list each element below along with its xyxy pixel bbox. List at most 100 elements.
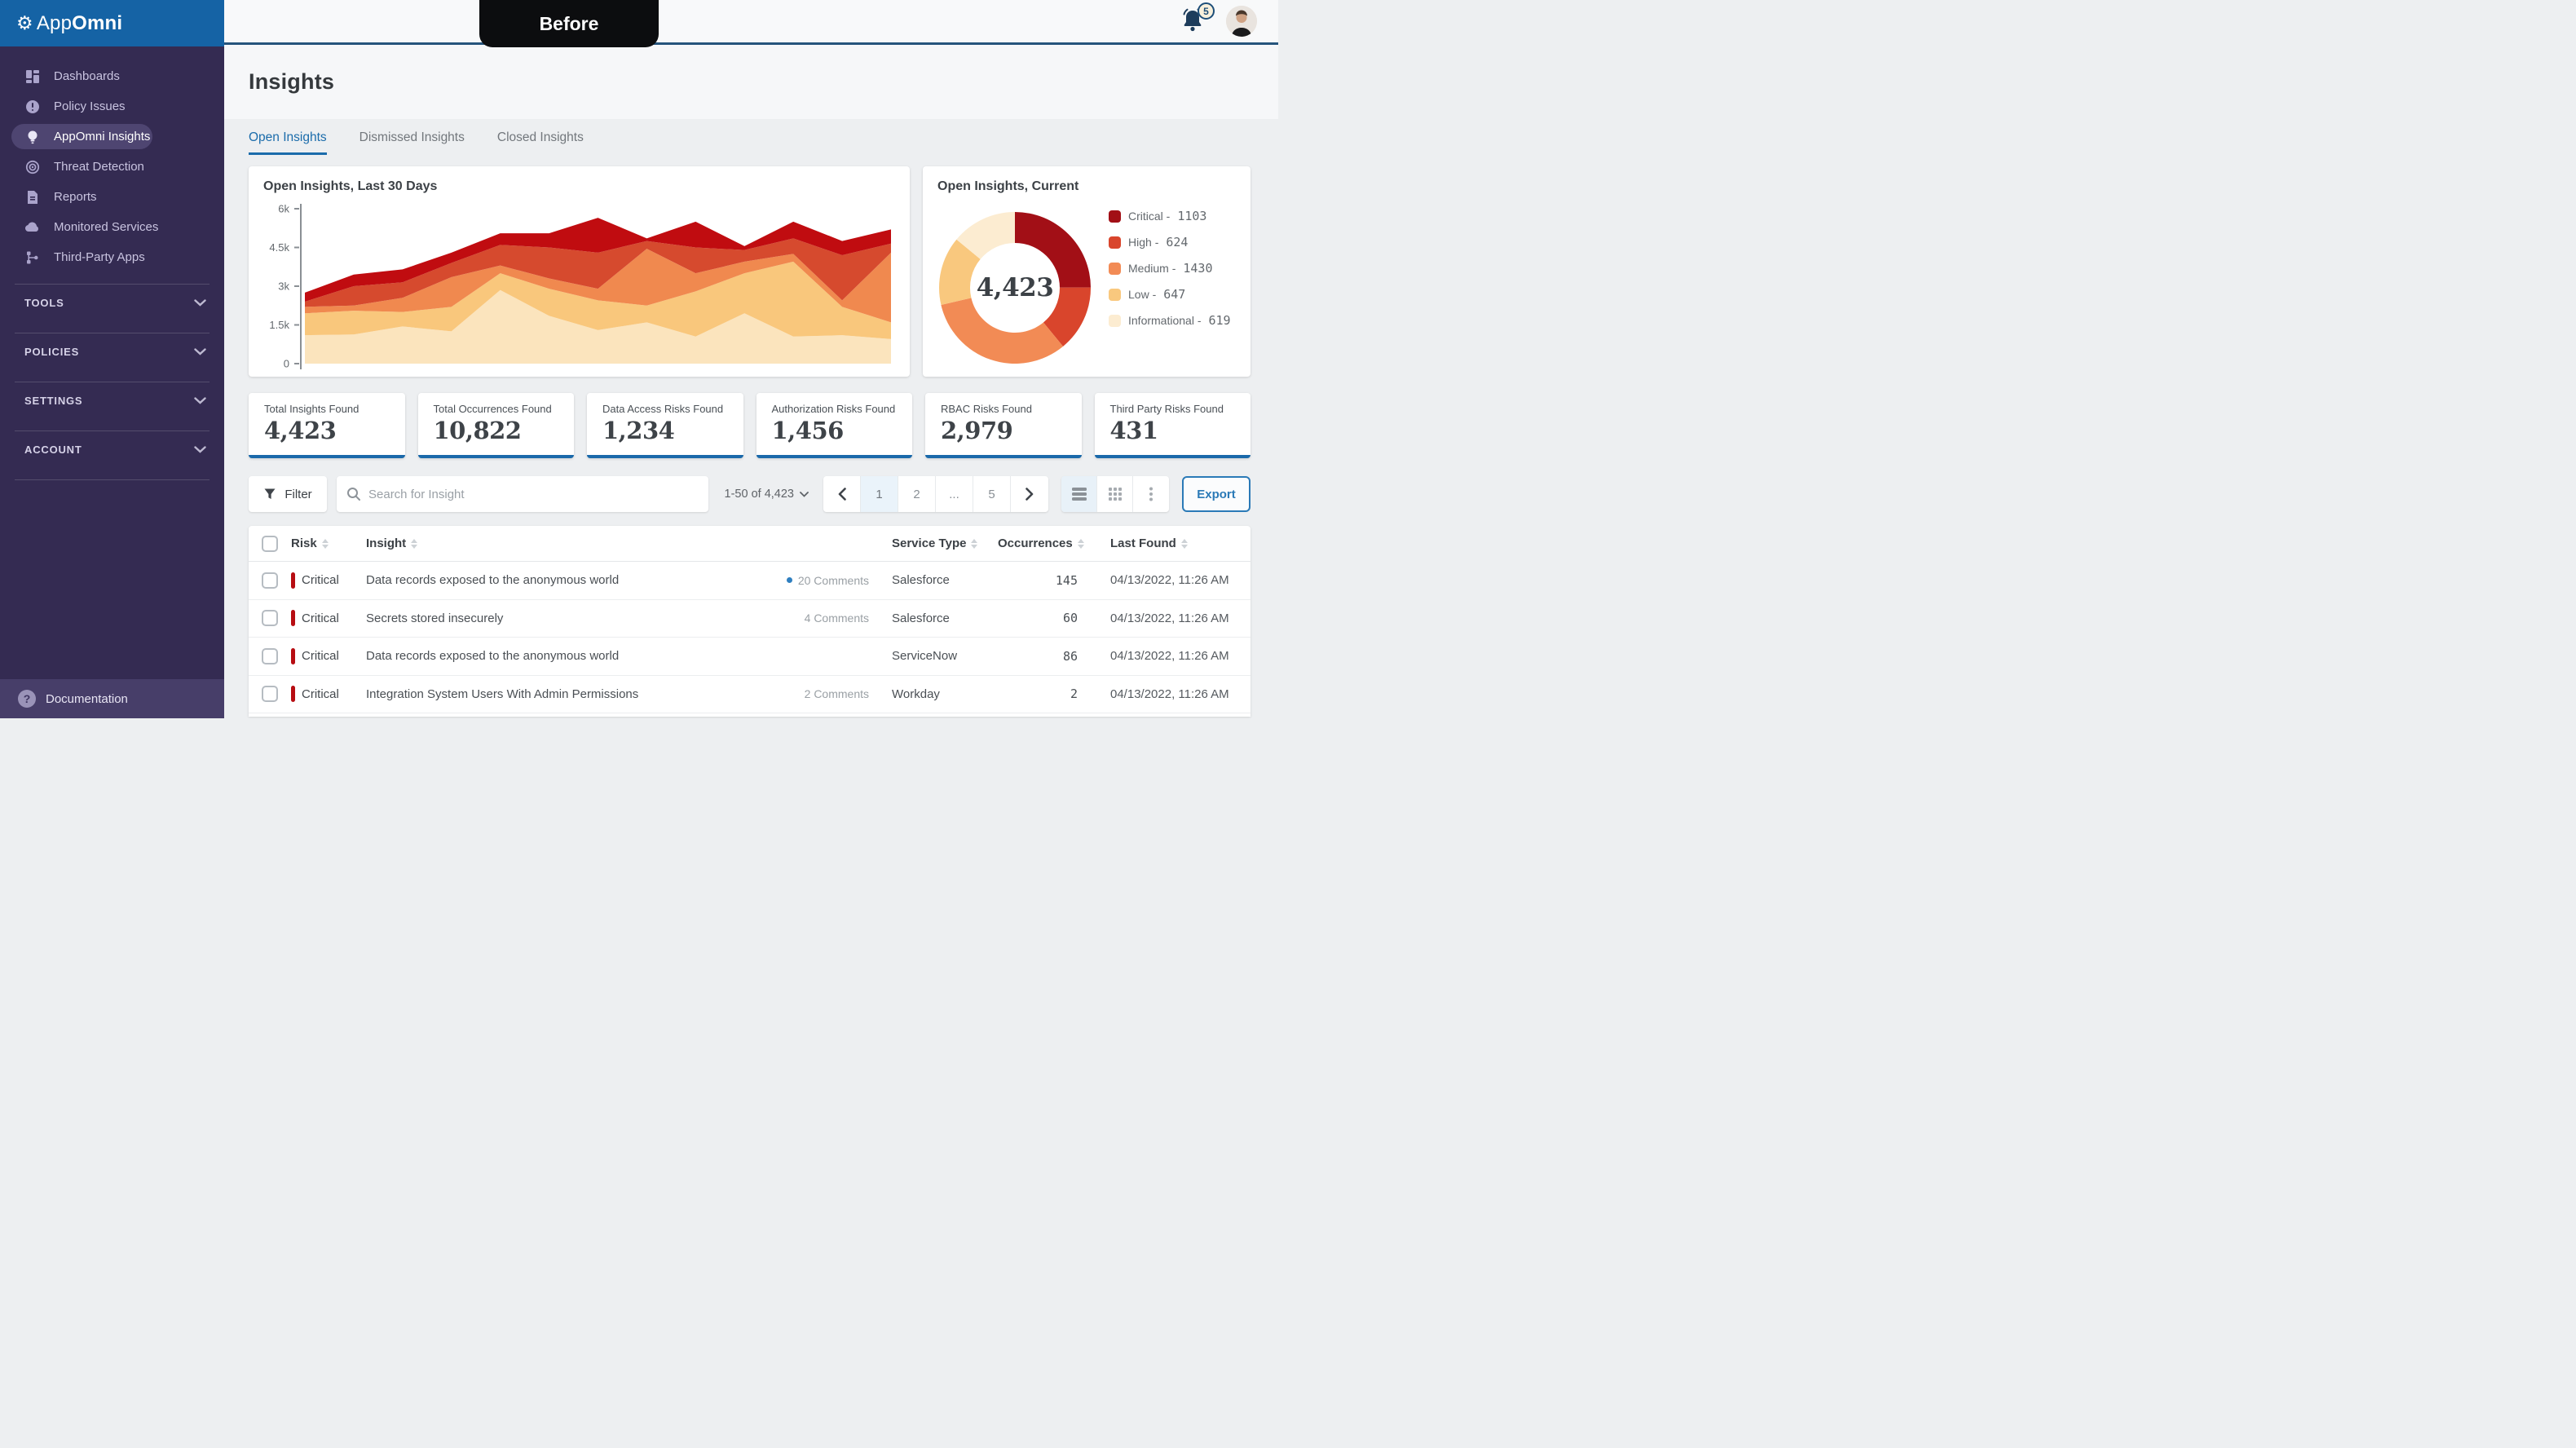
svg-text:1.5k: 1.5k [269, 319, 289, 331]
sidebar-section-policies[interactable]: POLICIES [0, 333, 224, 370]
sidebar-item-reports[interactable]: Reports [0, 182, 224, 212]
documentation-link[interactable]: ? Documentation [0, 679, 224, 718]
sidebar-section-settings[interactable]: SETTINGS [0, 382, 224, 419]
tab-open-insights[interactable]: Open Insights [249, 130, 327, 155]
page-button-5[interactable]: 5 [973, 476, 1011, 512]
stat-label: Total Occurrences Found [433, 403, 552, 415]
brand-prefix: App [36, 11, 73, 34]
row-checkbox[interactable] [262, 686, 278, 703]
before-mode-badge: Before [479, 0, 659, 47]
stat-value: 10,822 [433, 417, 522, 444]
legend-chip-critical [1109, 210, 1121, 223]
table-row[interactable]: Critical Data records exposed to the ano… [249, 638, 1251, 676]
appomni-logo[interactable]: ⚙ App Omni [0, 0, 224, 46]
rows-range-dropdown[interactable]: 1-50 of 4,423 [725, 488, 809, 501]
stacked-area-chart: 0 1.5k 3k 4.5k 6k [269, 203, 891, 370]
table-row[interactable]: Critical Data records exposed to the ano… [249, 562, 1251, 600]
stat-label: Authorization Risks Found [771, 403, 896, 415]
charts-row: Open Insights, Last 30 Days 0 1.5k 3k 4.5k 6… [249, 166, 1251, 377]
table-toolbar: Filter 1-50 of 4,423 1 2 ... [249, 476, 1251, 512]
page-button-2[interactable]: 2 [898, 476, 936, 512]
alert-octagon-icon [24, 99, 41, 115]
row-checkbox[interactable] [262, 572, 278, 589]
avatar[interactable] [1226, 6, 1257, 37]
sort-icon [1180, 538, 1188, 549]
critical-risk-bar [291, 686, 295, 703]
sidebar-item-label: AppOmni Insights [54, 130, 151, 143]
chevron-left-icon [838, 488, 846, 501]
unread-dot [786, 577, 792, 584]
column-header-service-type[interactable]: Service Type [892, 536, 998, 550]
risk-cell: Critical [291, 686, 363, 703]
section-label: ACCOUNT [24, 444, 82, 456]
filter-button[interactable]: Filter [249, 476, 327, 512]
legend-value: 619 [1208, 313, 1231, 328]
stat-label: RBAC Risks Found [941, 403, 1032, 415]
service-type-cell: Workday [892, 686, 940, 701]
notifications-button[interactable]: 5 [1180, 2, 1215, 35]
page-button-1[interactable]: 1 [861, 476, 898, 512]
sidebar-section-account[interactable]: ACCOUNT [0, 431, 224, 468]
sidebar-item-dashboards[interactable]: Dashboards [0, 61, 224, 91]
gear-logo-icon: ⚙ [16, 12, 33, 33]
sidebar-divider [15, 284, 210, 285]
svg-text:4.5k: 4.5k [269, 241, 289, 254]
legend-chip-medium [1109, 262, 1121, 275]
list-view-button[interactable] [1061, 476, 1097, 512]
grid-view-button[interactable] [1097, 476, 1133, 512]
area-chart-card: Open Insights, Last 30 Days 0 1.5k 3k 4.5k 6… [249, 166, 910, 377]
legend-value: 1103 [1177, 209, 1207, 223]
tab-closed-insights[interactable]: Closed Insights [496, 130, 584, 144]
brand-suffix: Omni [72, 11, 123, 34]
sort-icon [411, 538, 418, 549]
risk-cell: Critical [291, 572, 363, 589]
table-row[interactable]: Critical Integration System Users With A… [249, 676, 1251, 713]
column-header-insight[interactable]: Insight [363, 536, 770, 550]
kebab-menu-icon [1149, 487, 1153, 501]
stat-rbac-risks: RBAC Risks Found 2,979 [925, 393, 1082, 458]
comments-link[interactable]: 20 Comments [770, 574, 892, 587]
section-label: SETTINGS [24, 395, 83, 407]
insight-link[interactable]: Data records exposed to the anonymous wo… [366, 573, 620, 588]
comments-link[interactable]: 4 Comments [804, 611, 869, 625]
table-row[interactable]: Critical Secrets stored insecurely 4 Com… [249, 600, 1251, 638]
legend-label: High - [1128, 236, 1159, 249]
next-page-button[interactable] [1011, 476, 1048, 512]
column-header-occurrences[interactable]: Occurrences [998, 536, 1096, 550]
legend-item-medium: Medium - 1430 [1109, 261, 1231, 276]
section-label: TOOLS [24, 297, 64, 309]
insight-link[interactable]: Integration System Users With Admin Perm… [366, 686, 639, 701]
select-all-checkbox[interactable] [262, 535, 278, 552]
search-icon [347, 488, 360, 501]
row-checkbox[interactable] [262, 647, 278, 664]
export-button[interactable]: Export [1182, 476, 1251, 512]
occurrences-cell: 145 [1055, 572, 1078, 588]
app-root: ⚙ App Omni Dashboards Policy Issues AppOmn… [0, 0, 1278, 718]
sidebar-item-third-party-apps[interactable]: Third-Party Apps [0, 242, 224, 272]
donut-center-total: 4,423 [976, 273, 1054, 302]
sidebar-item-policy-issues[interactable]: Policy Issues [0, 91, 224, 121]
chevron-down-icon [194, 397, 206, 404]
sidebar-item-label: Dashboards [54, 69, 120, 83]
row-checkbox[interactable] [262, 610, 278, 627]
legend-item-high: High - 624 [1109, 235, 1231, 249]
sidebar-item-monitored-services[interactable]: Monitored Services [0, 212, 224, 242]
legend-value: 624 [1166, 235, 1189, 249]
prev-page-button[interactable] [823, 476, 861, 512]
more-options-button[interactable] [1133, 476, 1169, 512]
column-header-last-found[interactable]: Last Found [1096, 536, 1251, 550]
radar-icon [24, 159, 41, 175]
sidebar-item-threat-detection[interactable]: Threat Detection [0, 152, 224, 182]
sidebar-item-appomni-insights[interactable]: AppOmni Insights [0, 121, 224, 152]
column-header-risk[interactable]: Risk [291, 536, 363, 550]
critical-risk-bar [291, 610, 295, 627]
tab-dismissed-insights[interactable]: Dismissed Insights [359, 130, 465, 144]
svg-text:0: 0 [284, 358, 289, 370]
sidebar-section-tools[interactable]: TOOLS [0, 285, 224, 321]
insight-link[interactable]: Secrets stored insecurely [366, 611, 504, 625]
insight-link[interactable]: Data records exposed to the anonymous wo… [366, 649, 620, 664]
search-input[interactable] [368, 487, 699, 501]
sidebar-item-label: Policy Issues [54, 99, 126, 113]
sidebar-item-label: Reports [54, 190, 97, 204]
comments-link[interactable]: 2 Comments [804, 687, 869, 701]
